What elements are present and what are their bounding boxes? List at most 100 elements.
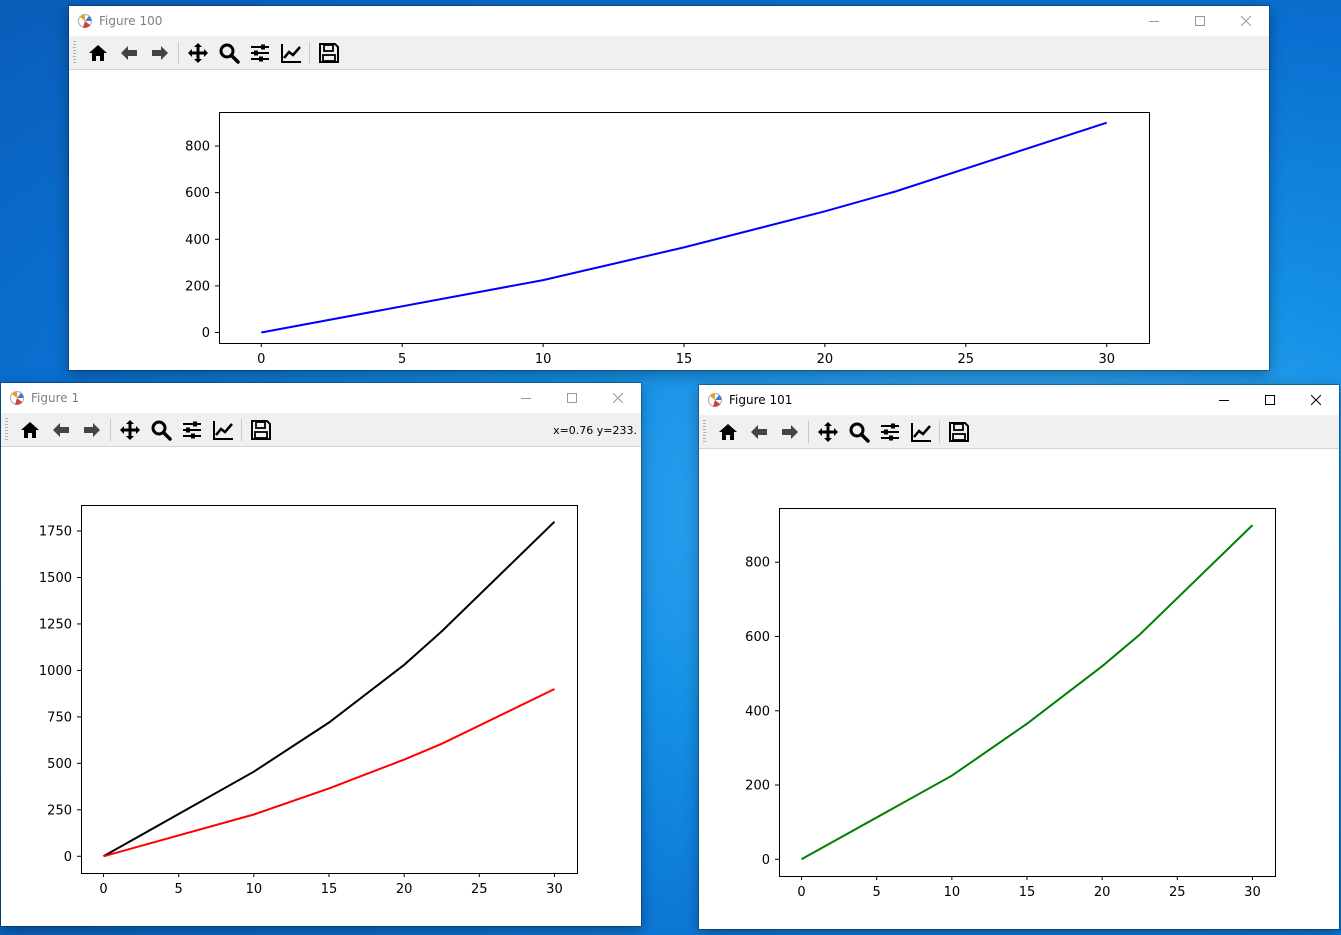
maximize-icon (1265, 395, 1275, 405)
window-title: Figure 100 (99, 14, 163, 28)
toolbar-separator (939, 420, 940, 443)
axes-frame (219, 112, 1150, 344)
x-tick-label: 20 (1094, 885, 1111, 900)
back-arrow-icon (52, 422, 69, 437)
edit-axis-button[interactable] (207, 415, 238, 445)
title-bar[interactable]: Figure 1 (1, 383, 641, 413)
y-tick-label: 600 (185, 186, 210, 201)
zoom-magnifier-icon (151, 420, 172, 441)
zoom-magnifier-icon (849, 422, 870, 443)
close-icon (1311, 395, 1321, 405)
configure-subplots-icon (250, 44, 269, 61)
plot-canvas[interactable]: 0 5 10 15 20 25 30 0 200 400 600 800 (699, 449, 1339, 929)
x-tick-label: 30 (546, 882, 563, 897)
y-tick-label: 800 (185, 140, 210, 155)
maximize-icon (567, 393, 577, 403)
plot-canvas[interactable]: 0 5 10 15 20 25 30 0 200 400 600 800 (69, 70, 1269, 370)
toolbar-separator (178, 41, 179, 64)
edit-axis-icon (280, 43, 301, 63)
pan-button[interactable] (182, 38, 213, 68)
back-button[interactable] (743, 417, 774, 447)
toolbar-grip[interactable] (5, 417, 8, 442)
window-title: Figure 1 (31, 391, 80, 405)
edit-axis-icon (212, 420, 233, 440)
home-button[interactable] (14, 415, 45, 445)
axes-frame (81, 505, 578, 874)
x-tick-label: 30 (1244, 885, 1261, 900)
back-button[interactable] (45, 415, 76, 445)
configure-subplots-button[interactable] (244, 38, 275, 68)
maximize-button[interactable] (1177, 6, 1223, 36)
home-button[interactable] (82, 38, 113, 68)
forward-arrow-icon (83, 422, 100, 437)
minimize-button[interactable] (1131, 6, 1177, 36)
toolbar-grip[interactable] (73, 40, 76, 65)
minimize-button[interactable] (503, 383, 549, 413)
matplotlib-app-icon (9, 390, 25, 406)
minimize-icon (1219, 400, 1229, 401)
y-tick-label: 750 (47, 710, 72, 725)
maximize-button[interactable] (549, 383, 595, 413)
save-button[interactable] (313, 38, 344, 68)
series-line-0 (261, 121, 1108, 334)
pan-button[interactable] (812, 417, 843, 447)
back-button[interactable] (113, 38, 144, 68)
home-button[interactable] (712, 417, 743, 447)
x-tick-label: 0 (257, 352, 265, 367)
zoom-button[interactable] (843, 417, 874, 447)
x-tick-label: 5 (398, 352, 406, 367)
save-button[interactable] (943, 417, 974, 447)
zoom-button[interactable] (145, 415, 176, 445)
pan-move-icon (817, 421, 838, 442)
configure-subplots-button[interactable] (176, 415, 207, 445)
x-tick-label: 25 (958, 352, 975, 367)
y-tick-label: 600 (745, 630, 770, 645)
pan-button[interactable] (114, 415, 145, 445)
x-tick-label: 20 (817, 352, 834, 367)
zoom-button[interactable] (213, 38, 244, 68)
y-tick-label: 0 (202, 326, 210, 341)
forward-arrow-icon (151, 45, 168, 60)
x-tick-label: 10 (944, 885, 961, 900)
pan-move-icon (119, 419, 140, 440)
title-bar[interactable]: Figure 101 (699, 385, 1339, 415)
x-tick-label: 15 (321, 882, 338, 897)
maximize-button[interactable] (1247, 385, 1293, 415)
x-tick-label: 5 (873, 885, 881, 900)
close-button[interactable] (595, 383, 641, 413)
forward-button[interactable] (76, 415, 107, 445)
forward-button[interactable] (144, 38, 175, 68)
title-bar[interactable]: Figure 100 (69, 6, 1269, 36)
minimize-button[interactable] (1201, 385, 1247, 415)
plot-canvas[interactable]: 0 5 10 15 20 25 30 0 250 500 750 1000 1250 1500 1750 (1, 447, 641, 926)
forward-button[interactable] (774, 417, 805, 447)
x-tick-label: 0 (797, 885, 805, 900)
window-figure-101: Figure 101 0 5 10 15 20 25 30 0 200 400 600 800 (699, 385, 1339, 929)
back-arrow-icon (120, 45, 137, 60)
configure-subplots-button[interactable] (874, 417, 905, 447)
x-tick-label: 25 (471, 882, 488, 897)
navigation-toolbar (69, 36, 1269, 70)
y-tick-label: 0 (64, 850, 72, 865)
y-tick-label: 1000 (39, 664, 72, 679)
close-icon (613, 393, 623, 403)
edit-axis-button[interactable] (905, 417, 936, 447)
edit-axis-icon (910, 422, 931, 442)
x-tick-label: 15 (676, 352, 693, 367)
close-button[interactable] (1293, 385, 1339, 415)
save-floppy-icon (318, 42, 339, 63)
edit-axis-button[interactable] (275, 38, 306, 68)
save-button[interactable] (245, 415, 276, 445)
x-tick-label: 25 (1169, 885, 1186, 900)
toolbar-separator (808, 420, 809, 443)
toolbar-separator (309, 41, 310, 64)
y-tick-label: 400 (745, 704, 770, 719)
close-button[interactable] (1223, 6, 1269, 36)
y-tick-label: 500 (47, 757, 72, 772)
toolbar-grip[interactable] (703, 419, 706, 444)
y-tick-label: 200 (185, 279, 210, 294)
y-tick-label: 1500 (39, 571, 72, 586)
y-tick-label: 400 (185, 233, 210, 248)
matplotlib-app-icon (77, 13, 93, 29)
series-line-1 (103, 688, 555, 858)
